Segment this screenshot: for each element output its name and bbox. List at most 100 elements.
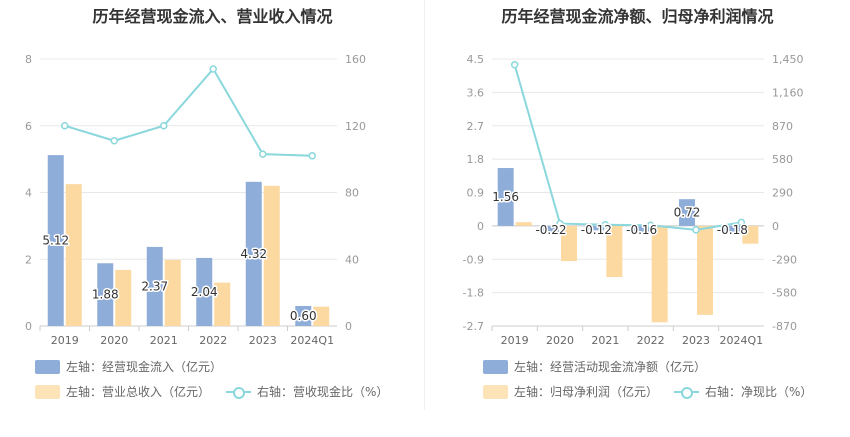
data-label: -0.22 (535, 223, 566, 237)
line-point (601, 220, 610, 229)
y-left-tick-label: 0 (477, 220, 484, 233)
legend-swatch (483, 384, 508, 399)
bar-series-1 (633, 225, 650, 232)
legend-swatch (35, 384, 60, 399)
legend-row-2: 左轴：归母净利润（亿元） 右轴：净现比（%） (483, 383, 828, 400)
bar-series-2 (606, 225, 623, 278)
legend-item-net-profit[interactable]: 左轴：归母净利润（亿元） (483, 383, 658, 400)
chart-title: 历年经营现金流入、营业收入情况 (92, 7, 333, 26)
x-tick-label: 2020 (546, 334, 574, 347)
legend-row-1: 左轴：经营现金流入（亿元） (35, 358, 238, 375)
bar-series-2 (313, 306, 330, 326)
legend-label: 左轴：经营活动现金流净额（亿元） (514, 360, 707, 374)
line-point (646, 221, 655, 230)
y-right-tick-label: -870 (772, 320, 797, 333)
line-point (556, 219, 564, 228)
chart-title: 历年经营现金流净额、归母净利润情况 (501, 7, 774, 26)
data-label-halo: 2.04 (191, 285, 218, 299)
y-right-tick-label: 0 (772, 220, 779, 233)
y-right-tick-label: 580 (772, 153, 793, 166)
data-label-halo: -0.12 (581, 223, 612, 237)
bar-series-1 (679, 199, 695, 226)
y-left-tick-label: 0 (25, 320, 32, 333)
data-label: 2.04 (191, 285, 218, 299)
data-label: -0.16 (626, 223, 657, 237)
y-right-tick-label: 290 (772, 187, 793, 200)
bar-series-1 (146, 246, 163, 326)
legend-swatch (483, 359, 508, 374)
legend-item-cash-ratio[interactable]: 右轴：营收现金比（%） (226, 383, 388, 400)
bar-series-2 (214, 282, 231, 326)
x-tick-label: 2022 (637, 334, 665, 347)
data-label: 0.72 (674, 206, 701, 220)
line-point (160, 122, 168, 130)
y-left-tick-label: 6 (25, 120, 32, 133)
y-right-tick-label: 160 (345, 53, 366, 66)
bar-series-1 (724, 225, 741, 233)
data-label-halo: 1.56 (492, 190, 519, 204)
legend-row-1: 左轴：经营活动现金流净额（亿元） (483, 358, 722, 375)
bar-series-1 (543, 225, 559, 235)
legend-item-net-cash-ratio[interactable]: 右轴：净现比（%） (674, 383, 812, 400)
y-left-tick-label: 4 (25, 187, 32, 200)
legend-label: 左轴：经营现金流入（亿元） (66, 360, 223, 374)
x-tick-label: 2023 (249, 334, 277, 347)
x-tick-label: 2023 (682, 334, 710, 347)
y-right-tick-label: 0 (345, 320, 352, 333)
y-right-tick-label: -580 (772, 287, 797, 300)
bar-series-1 (97, 263, 114, 326)
bar-series-2 (164, 259, 181, 326)
x-tick-label: 2019 (501, 334, 529, 347)
y-right-tick-label: 1,160 (772, 86, 804, 99)
bar-series-1 (196, 257, 213, 326)
y-right-tick-label: 120 (345, 120, 366, 133)
x-tick-label: 2024Q1 (720, 334, 764, 347)
y-right-tick-label: 80 (345, 187, 359, 200)
legend-label: 左轴：归母净利润（亿元） (514, 385, 659, 399)
data-label-halo: 0.72 (674, 206, 701, 220)
legend-label: 右轴：营收现金比（%） (257, 385, 389, 399)
y-left-tick-label: 3.6 (467, 86, 485, 99)
data-label: -0.18 (717, 223, 748, 237)
data-label-halo: 5.12 (42, 234, 69, 248)
legend-item-cash-inflow[interactable]: 左轴：经营现金流入（亿元） (35, 358, 222, 375)
y-left-tick-label: -1.8 (463, 287, 484, 300)
legend-swatch (35, 359, 60, 374)
legend-item-revenue[interactable]: 左轴：营业总收入（亿元） (35, 383, 210, 400)
bar-series-2 (115, 269, 132, 326)
line-point (692, 226, 700, 234)
line-point (308, 152, 316, 160)
x-tick-label: 2024Q1 (290, 334, 334, 347)
line-series (513, 64, 742, 231)
y-left-tick-label: 2.7 (467, 120, 485, 133)
data-label: 5.12 (42, 234, 69, 248)
x-tick-label: 2021 (591, 334, 619, 347)
line-point (259, 150, 267, 158)
line-point (110, 137, 118, 145)
y-left-tick-label: 2 (25, 253, 32, 266)
data-label-halo: 1.88 (92, 288, 119, 302)
bar-series-1 (588, 225, 605, 231)
y-left-tick-label: 8 (25, 53, 32, 66)
y-right-tick-label: 870 (772, 120, 793, 133)
line-point (209, 65, 217, 73)
data-label: -0.12 (581, 223, 612, 237)
y-left-tick-label: -2.7 (463, 320, 484, 333)
chart-panel-left: 历年经营现金流入、营业收入情况 0 0 2 40 4 80 6 120 8 160 2019 2020… (25, 7, 388, 400)
x-tick-label: 2021 (150, 334, 178, 347)
legend-line-swatch (674, 385, 700, 399)
data-label-halo: -0.18 (717, 223, 748, 237)
x-tick-label: 2020 (100, 334, 128, 347)
line-series (64, 67, 313, 157)
bar-series-2 (515, 222, 532, 226)
line-point (737, 218, 746, 227)
data-label: 0.60 (290, 309, 317, 323)
y-right-tick-label: 40 (345, 253, 359, 266)
data-label: 4.32 (240, 247, 267, 261)
legend-item-net-cash-flow[interactable]: 左轴：经营活动现金流净额（亿元） (483, 358, 706, 375)
line-point (61, 122, 69, 130)
y-left-tick-label: 1.8 (467, 153, 485, 166)
chart-svg: 0 0 2 40 4 80 6 120 8 160 2019 2020 2021 2022 2023 2024… (25, 53, 366, 347)
line-point (510, 61, 519, 69)
y-right-tick-label: 1,450 (772, 53, 804, 66)
